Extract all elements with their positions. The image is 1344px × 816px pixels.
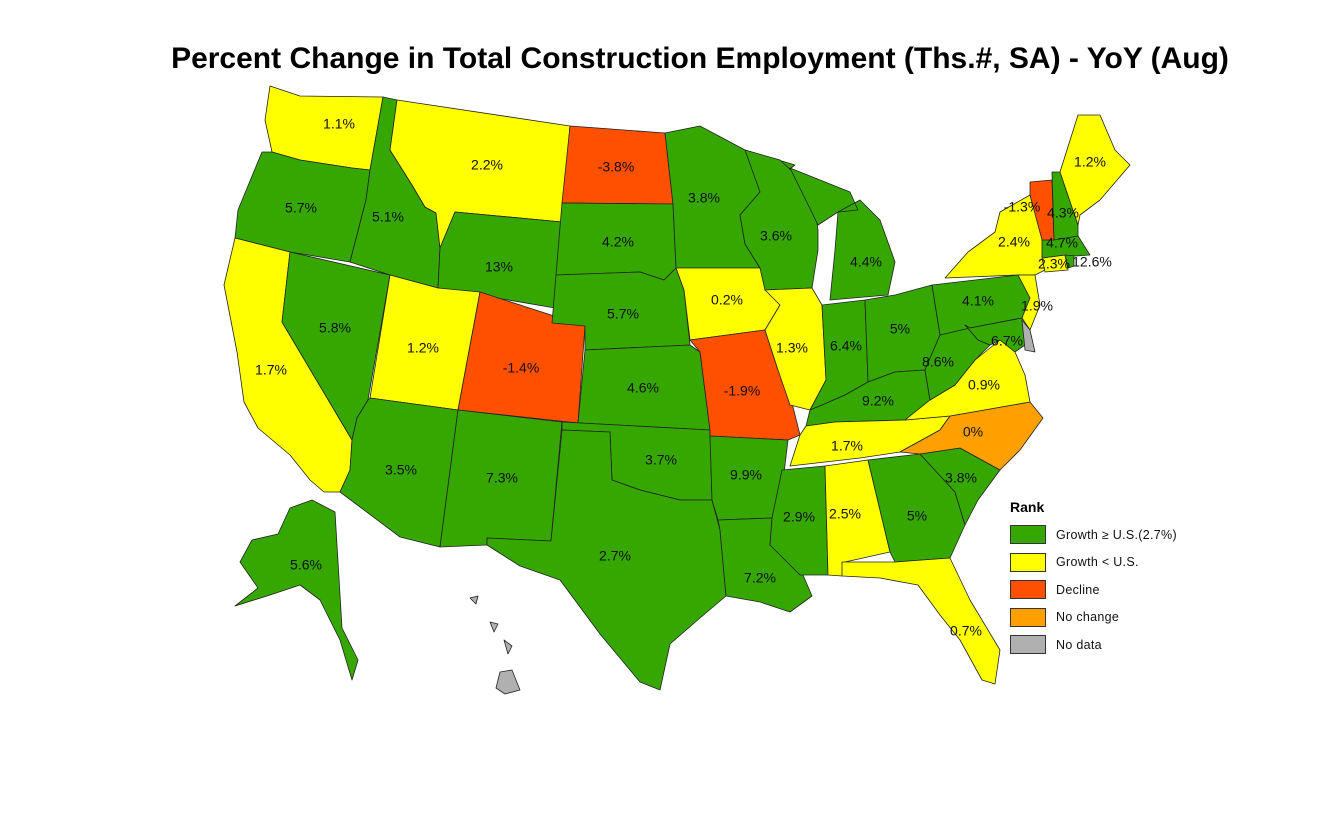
legend-item-no-data: No data — [1010, 631, 1177, 659]
label-me: 1.2% — [1074, 154, 1106, 170]
legend-label: No change — [1056, 610, 1120, 625]
legend-swatch-no-data — [1010, 635, 1046, 655]
legend-item-growth-lt-us: Growth < U.S. — [1010, 549, 1177, 577]
legend-swatch-decline — [1010, 580, 1046, 600]
label-ks: 4.6% — [627, 380, 659, 396]
label-nc: 0% — [963, 424, 983, 440]
label-nh: 4.3% — [1047, 205, 1079, 221]
label-pa: 4.1% — [962, 293, 994, 309]
legend-label: No data — [1056, 637, 1102, 652]
state-florida[interactable] — [841, 557, 1001, 685]
label-ga: 5% — [907, 508, 927, 524]
label-nv: 5.8% — [319, 320, 351, 336]
state-vermont[interactable] — [1029, 179, 1055, 241]
label-la: 7.2% — [744, 570, 776, 586]
label-md: 6.7% — [991, 333, 1023, 349]
legend-item-decline: Decline — [1010, 576, 1177, 604]
legend-swatch-growth-lt-us — [1010, 552, 1046, 572]
label-tx: 2.7% — [599, 548, 631, 564]
legend-label: Growth < U.S. — [1056, 555, 1139, 570]
label-il: 1.3% — [776, 340, 808, 356]
label-nm: 7.3% — [486, 470, 518, 486]
label-ms: 2.9% — [783, 509, 815, 525]
label-va: 0.9% — [968, 377, 1000, 393]
state-alaska[interactable] — [234, 499, 359, 681]
label-ny: 2.4% — [998, 234, 1030, 250]
label-vt: -1.3% — [1004, 199, 1041, 215]
state-north-carolina[interactable] — [899, 401, 1044, 471]
label-oh: 5% — [890, 321, 910, 337]
legend: Rank Growth ≥ U.S.(2.7%) Growth < U.S. D… — [1010, 499, 1177, 659]
legend-title: Rank — [1010, 499, 1045, 515]
label-ky: 9.2% — [862, 393, 894, 409]
state-michigan[interactable] — [789, 167, 896, 301]
label-mt: 2.2% — [471, 157, 503, 173]
label-ne: 5.7% — [607, 306, 639, 322]
state-texas[interactable] — [486, 429, 727, 691]
legend-item-no-change: No change — [1010, 604, 1177, 632]
map-title: Percent Change in Total Construction Emp… — [171, 42, 1229, 75]
label-ak: 5.6% — [290, 557, 322, 573]
label-wi: 3.6% — [760, 228, 792, 244]
label-or: 5.7% — [285, 200, 317, 216]
label-ut: 1.2% — [407, 340, 439, 356]
label-sc: 3.8% — [945, 470, 977, 486]
label-ct: 2.3% — [1038, 256, 1070, 272]
legend-item-growth-ge-us: Growth ≥ U.S.(2.7%) — [1010, 521, 1177, 549]
legend-label: Growth ≥ U.S.(2.7%) — [1056, 527, 1177, 542]
label-nj: 1.9% — [1021, 298, 1053, 314]
state-illinois[interactable] — [764, 287, 827, 411]
legend-swatch-no-change — [1010, 607, 1046, 627]
label-ca: 1.7% — [255, 362, 287, 378]
label-fl: 0.7% — [950, 623, 982, 639]
label-al: 2.5% — [829, 506, 861, 522]
label-tn: 1.7% — [831, 438, 863, 454]
label-sd: 4.2% — [602, 234, 634, 250]
label-id: 5.1% — [372, 209, 404, 225]
state-delaware[interactable] — [1021, 319, 1036, 353]
state-hawaii[interactable] — [469, 595, 521, 695]
label-wy: 13% — [485, 259, 513, 275]
label-az: 3.5% — [385, 462, 417, 478]
label-mo: -1.9% — [724, 383, 761, 399]
label-ma: 4.7% — [1046, 235, 1078, 251]
label-ok: 3.7% — [645, 452, 677, 468]
label-in: 6.4% — [830, 338, 862, 354]
label-ri: 12.6% — [1072, 254, 1112, 270]
label-co: -1.4% — [503, 360, 540, 376]
label-wv: 8.6% — [922, 354, 954, 370]
label-mi: 4.4% — [850, 254, 882, 270]
legend-swatch-growth-ge-us — [1010, 525, 1046, 545]
label-nd: -3.8% — [598, 159, 635, 175]
state-maine[interactable] — [1059, 114, 1131, 226]
label-ar: 9.9% — [730, 467, 762, 483]
label-mn: 3.8% — [688, 190, 720, 206]
label-ia: 0.2% — [711, 292, 743, 308]
legend-label: Decline — [1056, 582, 1100, 597]
state-new-hampshire[interactable] — [1051, 171, 1079, 241]
label-wa: 1.1% — [323, 116, 355, 132]
